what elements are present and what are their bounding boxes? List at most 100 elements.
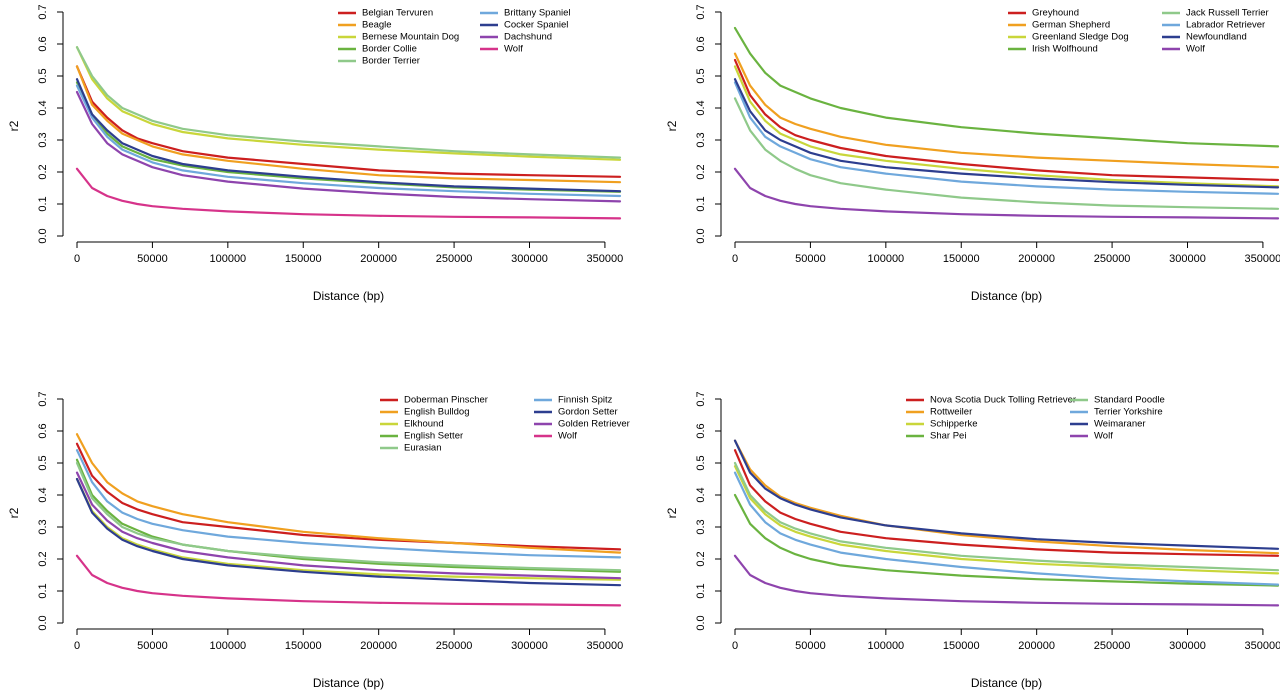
x-axis-title: Distance (bp) [971, 676, 1042, 690]
series-line-terrier-yorkshire [733, 471, 1280, 586]
x-tick-label: 50000 [137, 640, 168, 652]
x-axis: 0 50000 100000 150000 200000 250000 300000 3500… [74, 628, 623, 690]
x-tick-label: 100000 [209, 640, 246, 652]
legend-item: Belgian Tervuren [338, 8, 433, 19]
legend-label: Brittany Spaniel [504, 8, 571, 19]
legend-item: Beagle [338, 20, 392, 31]
y-tick-label: 0.7 [695, 4, 707, 19]
x-tick-label: 150000 [943, 253, 980, 265]
series-line-cocker-spaniel [75, 78, 622, 193]
legend-label: Doberman Pinscher [404, 395, 488, 406]
y-tick-label: 0.2 [37, 551, 49, 566]
legend-item: English Setter [380, 431, 463, 442]
series-line-border-terrier [75, 46, 622, 159]
series-line-labrador-retriever [733, 81, 1280, 195]
series-line-jack-russell-terrier [733, 97, 1280, 210]
y-tick-label: 0.0 [695, 615, 707, 630]
legend-label: Jack Russell Terrier [1186, 8, 1269, 19]
legend-item: Greenland Sledge Dog [1008, 32, 1129, 43]
series-line-german-shepherd [733, 52, 1280, 169]
x-tick-label: 350000 [587, 253, 624, 265]
legend-label: Border Terrier [362, 56, 420, 67]
legend-label: Rottweiler [930, 407, 972, 418]
series-line-beagle [75, 65, 622, 184]
legend-label: Eurasian [404, 443, 442, 454]
legend-label: Border Collie [362, 44, 417, 55]
x-tick-label: 50000 [137, 253, 168, 265]
series-line-rottweiler [733, 439, 1280, 555]
legend-item: Rottweiler [906, 407, 972, 418]
legend-item: Newfoundland [1162, 32, 1247, 43]
series-line-wolf [75, 167, 622, 220]
legend-item: Eurasian [380, 443, 442, 454]
legend-label: Labrador Retriever [1186, 20, 1265, 31]
legend-item: Wolf [1162, 44, 1205, 55]
x-tick-label: 250000 [1094, 640, 1131, 652]
legend-item: Labrador Retriever [1162, 20, 1265, 31]
series-line-nova-scotia-duck-tolling-retriever [733, 449, 1280, 557]
y-tick-label: 0.2 [695, 551, 707, 566]
y-tick-label: 0.2 [695, 164, 707, 179]
x-tick-label: 50000 [795, 640, 826, 652]
legend-label: English Setter [404, 431, 463, 442]
y-tick-label: 0.5 [695, 455, 707, 470]
series-lines [75, 433, 622, 607]
y-axis-title: r2 [665, 507, 679, 518]
series-line-newfoundland [733, 78, 1280, 189]
x-tick-label: 300000 [1169, 253, 1206, 265]
y-tick-label: 0.3 [37, 132, 49, 147]
y-tick-label: 0.6 [37, 423, 49, 438]
legend-item: Wolf [534, 431, 577, 442]
legend-label: Weimaraner [1094, 419, 1146, 430]
series-line-elkhound [75, 477, 622, 581]
y-tick-label: 0.1 [695, 583, 707, 598]
x-tick-label: 150000 [285, 253, 322, 265]
y-tick-label: 0.5 [695, 68, 707, 83]
x-tick-label: 150000 [943, 640, 980, 652]
legend-label: Cocker Spaniel [504, 20, 568, 31]
y-tick-label: 0.7 [695, 391, 707, 406]
y-tick-label: 0.3 [37, 519, 49, 534]
y-tick-label: 0.4 [695, 487, 707, 502]
legend-item: Shar Pei [906, 431, 966, 442]
legend-item: English Bulldog [380, 407, 470, 418]
legend-item: Elkhound [380, 419, 444, 430]
y-tick-label: 0.6 [695, 36, 707, 51]
legend-item: Cocker Spaniel [480, 20, 568, 31]
legend: Nova Scotia Duck Tolling RetrieverRottwe… [906, 395, 1165, 442]
legend-label: Greenland Sledge Dog [1032, 32, 1129, 43]
series-line-wolf [733, 554, 1280, 607]
legend-label: Wolf [1186, 44, 1205, 55]
series-lines [733, 439, 1280, 607]
x-axis: 0 50000 100000 150000 200000 250000 300000 3500… [74, 241, 624, 303]
x-tick-label: 200000 [1018, 640, 1055, 652]
y-tick-label: 0.6 [695, 423, 707, 438]
legend-item: Brittany Spaniel [480, 8, 571, 19]
legend-item: Standard Poodle [1070, 395, 1165, 406]
y-axis: 0.0 0.1 0.2 0.3 0.4 0.5 0.6 0.7 r2 [665, 391, 722, 631]
x-tick-label: 250000 [1094, 253, 1131, 265]
legend-label: Irish Wolfhound [1032, 44, 1098, 55]
x-tick-label: 200000 [360, 640, 397, 652]
x-axis: 0 50000 100000 150000 200000 250000 300000 3500… [732, 241, 1280, 303]
legend-item: Border Terrier [338, 56, 420, 67]
legend-item: Dachshund [480, 32, 552, 43]
series-line-eurasian [75, 461, 622, 572]
y-axis-title: r2 [665, 120, 679, 131]
y-tick-label: 0.4 [37, 487, 49, 502]
series-line-greenland-sledge-dog [733, 65, 1280, 188]
legend-label: Wolf [504, 44, 523, 55]
x-tick-label: 50000 [795, 253, 826, 265]
chart-panel-2: 0.0 0.1 0.2 0.3 0.4 0.5 0.6 0.7 r2 0 50000 100000 15… [665, 4, 1280, 303]
y-tick-label: 0.7 [37, 391, 49, 406]
legend-label: Gordon Setter [558, 407, 618, 418]
legend-label: Elkhound [404, 419, 444, 430]
y-axis-title: r2 [7, 120, 21, 131]
y-tick-label: 0.6 [37, 36, 49, 51]
series-line-greyhound [733, 58, 1280, 182]
x-axis-title: Distance (bp) [971, 289, 1042, 303]
y-tick-label: 0.1 [37, 583, 49, 598]
legend-label: Shar Pei [930, 431, 966, 442]
x-axis-title: Distance (bp) [313, 676, 384, 690]
